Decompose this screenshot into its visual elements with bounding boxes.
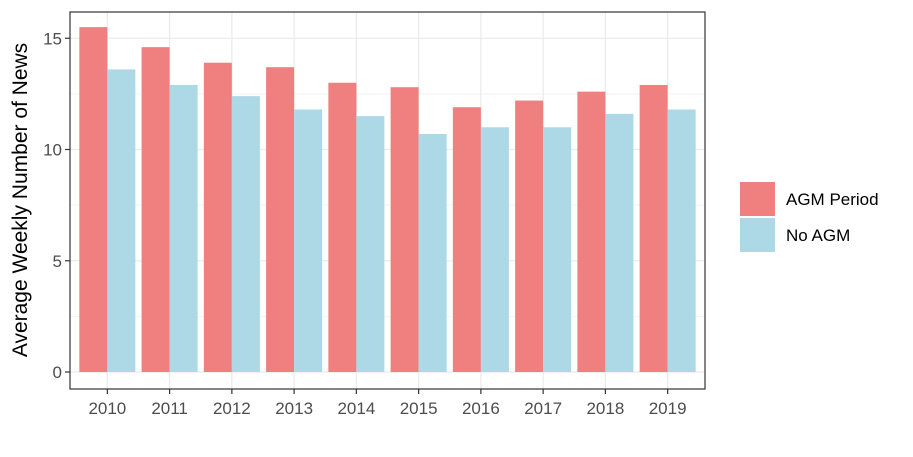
y-tick-label: 5 xyxy=(53,252,62,271)
bar xyxy=(266,67,295,373)
bar xyxy=(667,109,696,372)
bar xyxy=(452,107,481,372)
bar xyxy=(515,100,544,373)
bars xyxy=(79,27,696,373)
x-tick-label: 2011 xyxy=(151,399,188,418)
bar xyxy=(203,62,232,372)
bar xyxy=(356,116,385,373)
legend-key xyxy=(740,218,775,252)
x-axis: 2010 2011 2012 2013 2014 2015 2016 2017 2018 2019 xyxy=(88,389,687,418)
x-tick-label: 2019 xyxy=(649,399,687,418)
bar xyxy=(480,127,509,372)
legend: AGM Period No AGM xyxy=(740,182,879,252)
bar xyxy=(169,84,198,372)
x-tick-label: 2016 xyxy=(462,399,500,418)
x-tick-label: 2012 xyxy=(213,399,251,418)
x-tick-label: 2010 xyxy=(88,399,126,418)
bar xyxy=(231,96,260,372)
bar xyxy=(79,27,108,373)
bar xyxy=(107,69,136,373)
bar xyxy=(639,84,668,372)
x-tick-label: 2014 xyxy=(337,399,375,418)
bar xyxy=(141,47,170,373)
panel-border xyxy=(69,11,706,390)
bar xyxy=(390,87,419,372)
bar xyxy=(605,113,634,373)
x-tick-label: 2018 xyxy=(586,399,624,418)
y-tick-label: 10 xyxy=(43,141,62,160)
legend-key xyxy=(740,182,775,216)
y-axis: 0 5 10 15 xyxy=(43,29,70,382)
bar xyxy=(328,82,357,372)
bar xyxy=(543,127,572,372)
legend-label: AGM Period xyxy=(786,190,879,209)
x-tick-label: 2015 xyxy=(400,399,438,418)
x-tick-label: 2013 xyxy=(275,399,313,418)
legend-label: No AGM xyxy=(786,226,850,245)
bar xyxy=(294,109,323,372)
x-tick-label: 2017 xyxy=(524,399,562,418)
bar xyxy=(418,133,447,372)
y-axis-title: Average Weekly Number of News xyxy=(9,43,32,357)
y-tick-label: 15 xyxy=(43,29,62,48)
bar xyxy=(577,91,606,373)
y-tick-label: 0 xyxy=(53,363,62,382)
